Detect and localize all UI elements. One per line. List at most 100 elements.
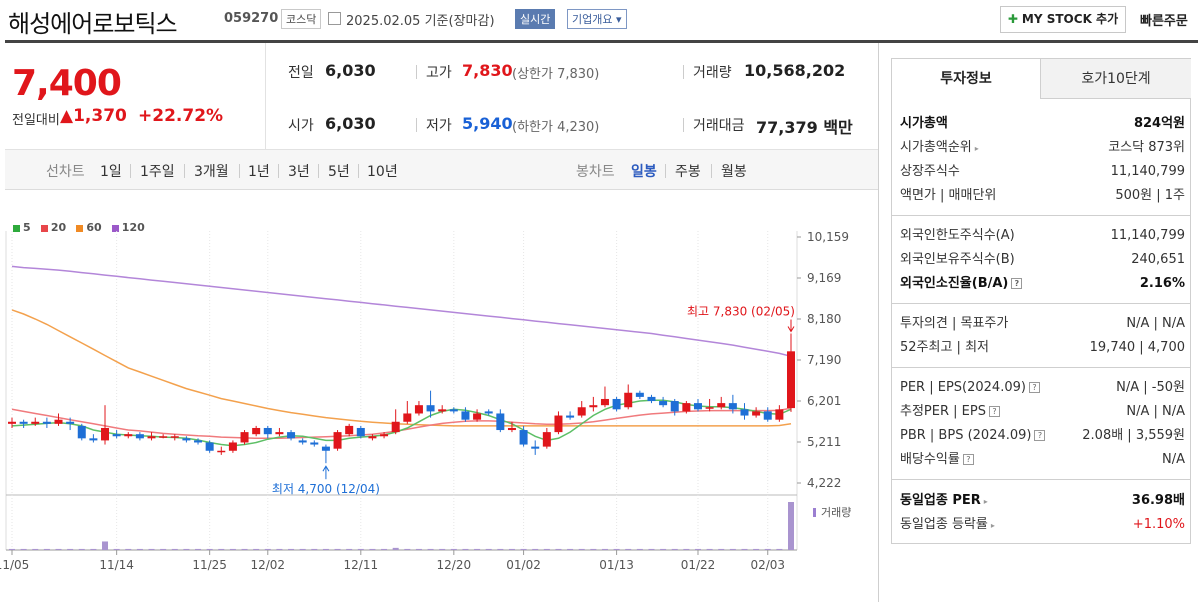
info-value: 11,140,799 [1110,228,1185,243]
info-row: 추정PER | EPS? N/A | N/A [900,400,1185,424]
stock-name: 해성에어로보틱스 [8,10,178,38]
period-1d[interactable]: 1일 [100,164,122,180]
volume-bar [253,548,260,550]
candle-body [333,432,342,449]
y-tick-label: 7,190 [807,353,841,367]
volume-bar [532,548,539,550]
candle-body [693,403,702,410]
volume-bar [683,548,690,550]
candle-body [298,440,307,443]
candle-body [787,351,795,409]
change-percent: +22.72% [138,106,224,126]
volume-bar [590,548,597,550]
candle-body [484,411,493,414]
divider [184,164,185,178]
divider [683,65,684,79]
volume-bar [776,548,783,550]
ma20-line [11,407,792,440]
price-chart[interactable]: 10,159 9,169 8,180 7,190 6,201 5,211 4,222 11/0… [0,190,878,602]
amount-label: 거래대금 [693,118,745,134]
realtime-button[interactable]: 실시간 [515,9,556,29]
candle-daily[interactable]: 일봉 [631,164,657,180]
volume-bar [462,548,469,550]
info-key: 동일업종 등락률 [900,517,988,532]
candle-body [612,398,621,410]
divider [416,65,417,79]
help-icon[interactable]: ? [1034,430,1046,441]
candle-body [19,421,28,424]
low-value: 5,940 [462,114,513,133]
volume-bar [67,548,74,550]
candle-chart-label[interactable]: 봉차트 [576,164,615,180]
period-3y[interactable]: 3년 [288,164,310,180]
info-row: PBR | BPS (2024.09)? 2.08배 | 3,559원 [900,424,1185,448]
divider [892,367,1190,368]
x-tick-label: 01/22 [681,558,716,572]
quote-date: 2025.02.05 기준(장마감) [346,10,495,29]
period-10y[interactable]: 10년 [367,164,398,180]
volume-bar [694,548,701,550]
divider [358,164,359,178]
info-row[interactable]: 동일업종 PER ▸ 36.98배 [900,489,1185,513]
period-5y[interactable]: 5년 [328,164,350,180]
line-chart-label[interactable]: 선차트 [46,164,85,180]
divider [711,164,712,178]
ma60-legend: 60 [76,221,102,234]
quick-order-button[interactable]: 빠른주문 [1140,14,1188,29]
chevron-right-icon: ▸ [990,521,995,530]
prev-close-label: 전일 [288,65,314,81]
candle-body [345,425,354,435]
period-3m[interactable]: 3개월 [194,164,229,180]
info-row[interactable]: 동일업종 등락률 ▸ +1.10% [900,513,1185,537]
candle-body [496,413,505,431]
volume-bar [741,548,748,550]
help-icon[interactable]: ? [1028,382,1040,393]
tab-investment-info[interactable]: 투자정보 [892,59,1041,99]
x-tick-label: 01/13 [599,558,634,572]
volume-label: 거래량 [693,65,732,81]
price-summary [5,43,878,150]
divider [239,164,240,178]
lower-limit: (하한가 4,230) [512,120,600,135]
ma120-line [11,265,792,358]
help-icon[interactable]: ? [988,406,1000,417]
candle-body [124,434,133,437]
tab-orderbook[interactable]: 호가10단계 [1041,59,1191,99]
company-overview-dropdown[interactable]: 기업개요 ▾ [567,9,627,29]
candle-body [147,436,156,439]
info-row[interactable]: 시가총액순위 ▸ 코스닥 873위 [900,136,1185,160]
candle-monthly[interactable]: 월봉 [721,164,747,180]
volume-bar [136,548,143,550]
volume-bar [718,548,725,550]
candle-body [42,421,51,424]
period-1w[interactable]: 1주일 [140,164,175,180]
legend-swatch [76,224,84,232]
candle-body [531,446,540,449]
high-arrowhead [787,326,795,333]
period-1y[interactable]: 1년 [248,164,270,180]
volume-bar [43,548,50,550]
high-value: 7,830 [462,61,513,80]
candle-body [554,415,563,433]
change-amount: ▲1,370 [60,106,127,126]
ma5-legend: 5 [13,221,31,234]
add-mystock-button[interactable]: ✚ MY STOCK 추가 [1000,6,1126,33]
candle-body [228,442,237,451]
info-value: 240,651 [1131,252,1185,267]
volume-bar [20,548,27,550]
candle-body [577,407,586,416]
candle-body [589,405,598,408]
x-tick-label: 12/02 [250,558,285,572]
volume-bar [601,548,608,550]
candle-body [391,421,400,433]
candle-weekly[interactable]: 주봉 [675,164,701,180]
volume-bar [578,548,585,550]
candle-body [368,436,377,439]
info-row: PER | EPS(2024.09)? N/A | -50원 [900,376,1185,400]
divider [892,479,1190,480]
low-annotation: 최저 4,700 (12/04) [272,482,380,496]
candle-body [205,442,214,451]
info-key: 외국인한도주식수(A) [900,228,1015,243]
help-icon[interactable]: ? [1011,278,1023,289]
help-icon[interactable]: ? [962,454,974,465]
